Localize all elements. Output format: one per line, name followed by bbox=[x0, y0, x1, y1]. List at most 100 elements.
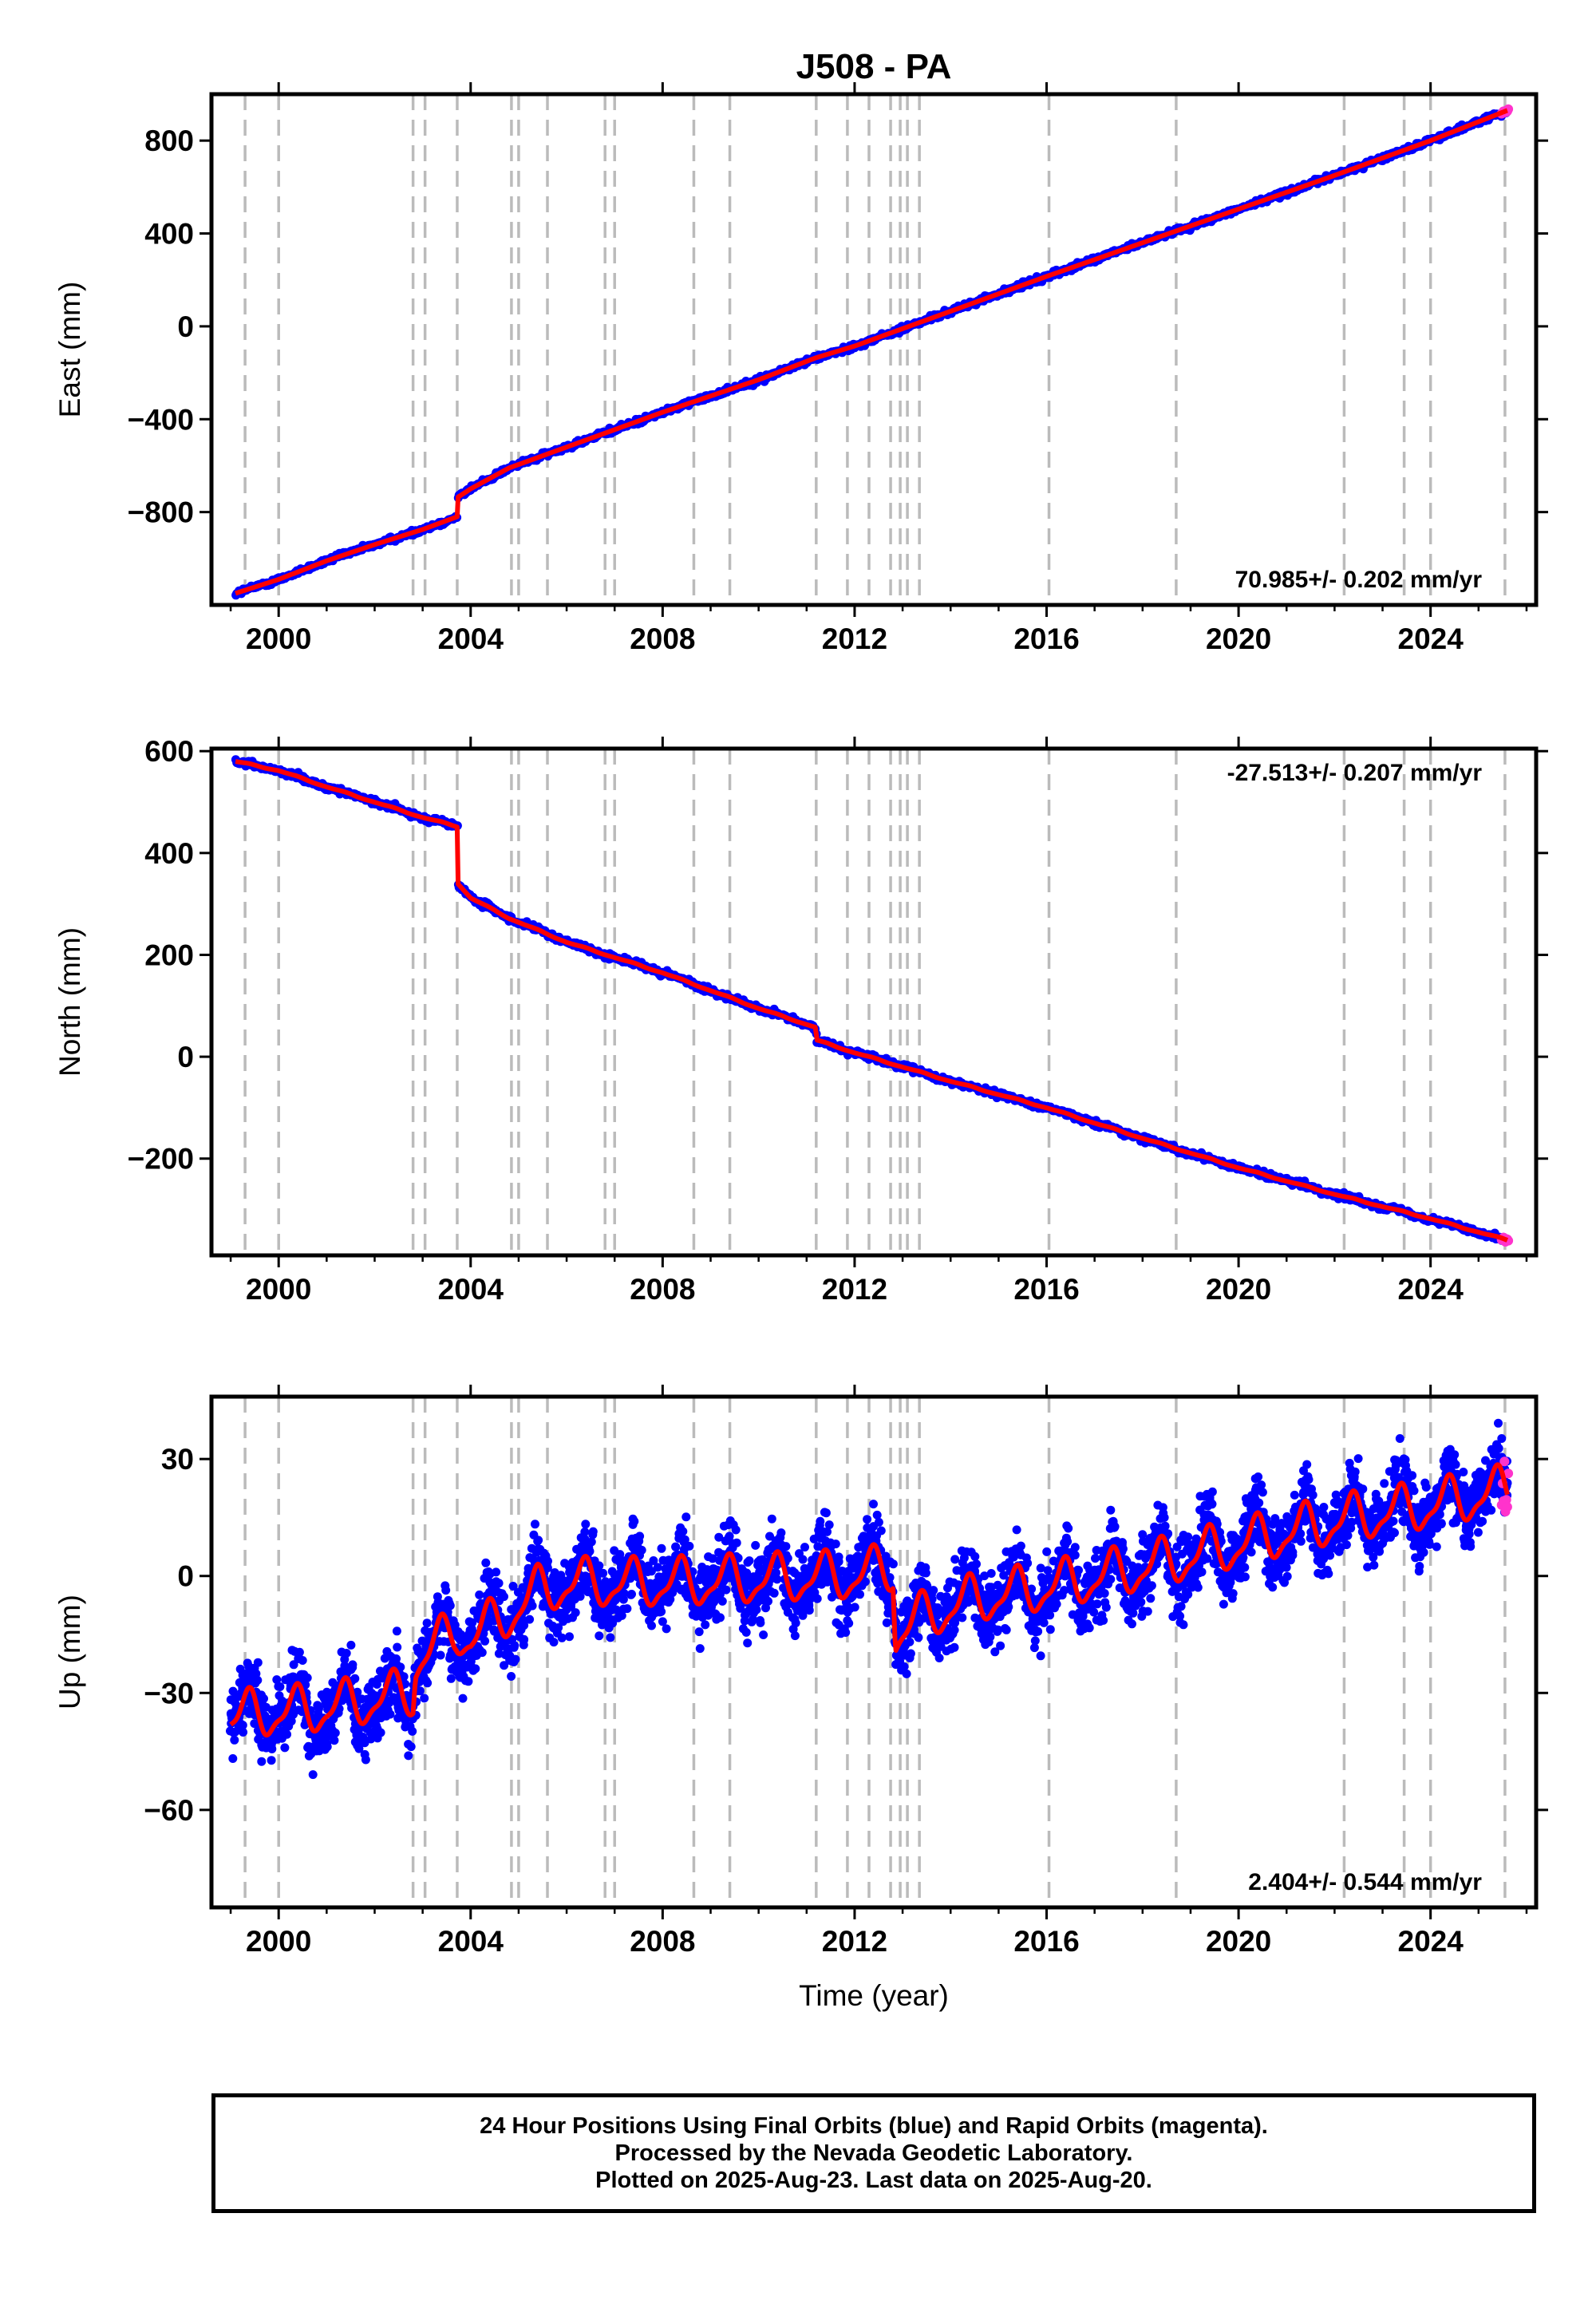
final-point-413-2 bbox=[622, 1604, 631, 1613]
final-point-650-2 bbox=[851, 1603, 859, 1611]
final-point-359-1 bbox=[571, 1608, 580, 1617]
x-tick-label-2: 2008 bbox=[630, 622, 695, 655]
final-point-516-2 bbox=[721, 1586, 730, 1595]
final-point-630-2 bbox=[832, 1539, 840, 1548]
final-point-564-2 bbox=[768, 1515, 776, 1524]
final-point-655-2 bbox=[855, 1590, 864, 1599]
final-point-555-1 bbox=[759, 1630, 768, 1639]
final-point-166-0 bbox=[386, 1710, 395, 1719]
final-point-59-2 bbox=[282, 1730, 291, 1739]
final-point-663-1 bbox=[863, 1515, 871, 1524]
final-point-141-1 bbox=[361, 1756, 370, 1765]
final-point-266-0 bbox=[481, 1559, 490, 1567]
x-tick-label-4: 2016 bbox=[1013, 622, 1079, 655]
y-tick-label-2: 200 bbox=[144, 939, 194, 971]
x-tick-label-1: 2004 bbox=[438, 622, 504, 655]
final-point-445-0 bbox=[654, 1563, 662, 1571]
final-point-633-2 bbox=[835, 1557, 843, 1566]
final-point-620-1 bbox=[822, 1508, 831, 1517]
final-point-173-2 bbox=[393, 1643, 401, 1652]
final-point-488-0 bbox=[695, 1627, 704, 1636]
final-point-129-2 bbox=[350, 1674, 359, 1683]
x-tick-label-3: 2012 bbox=[822, 1273, 887, 1306]
y-axis-label: East (mm) bbox=[53, 282, 86, 418]
final-point-353-2 bbox=[565, 1632, 574, 1641]
final-point-80-1 bbox=[303, 1674, 312, 1682]
final-point-321-2 bbox=[534, 1535, 543, 1544]
x-tick-label-6: 2024 bbox=[1398, 622, 1464, 655]
x-tick-label-1: 2004 bbox=[438, 1273, 504, 1306]
final-point-173-1 bbox=[393, 1626, 401, 1635]
final-point-464-2 bbox=[671, 1543, 680, 1551]
final-point-614-1 bbox=[816, 1517, 824, 1526]
y-tick-label-3: 400 bbox=[144, 218, 194, 251]
final-point-314-1 bbox=[528, 1602, 537, 1611]
final-point-32-2 bbox=[257, 1757, 266, 1766]
final-point-205-0 bbox=[423, 1618, 432, 1627]
y-tick-label-2: 0 bbox=[177, 310, 194, 343]
final-point-678-2 bbox=[877, 1527, 886, 1535]
x-tick-label-5: 2020 bbox=[1206, 622, 1271, 655]
final-orbit-points bbox=[231, 755, 1512, 1245]
final-point-242-1 bbox=[459, 1694, 468, 1703]
final-point-219-2 bbox=[437, 1651, 445, 1660]
figure-title: J508 - PA bbox=[796, 47, 952, 86]
y-tick-label-3: 400 bbox=[144, 837, 194, 870]
final-point-426-1 bbox=[635, 1532, 644, 1540]
rate-annotation: 70.985+/- 0.202 mm/yr bbox=[1235, 567, 1483, 593]
final-point-255-0 bbox=[471, 1664, 480, 1673]
final-point-589-1 bbox=[792, 1618, 800, 1627]
y-tick-label-1: −400 bbox=[128, 403, 194, 436]
final-point-13-1 bbox=[239, 1728, 247, 1737]
final-point-449-1 bbox=[657, 1607, 666, 1616]
final-point-125-1 bbox=[346, 1641, 355, 1650]
final-point-574-1 bbox=[776, 1528, 785, 1537]
x-tick-label-3: 2012 bbox=[822, 622, 887, 655]
final-point-471-2 bbox=[678, 1527, 687, 1535]
plot-frame bbox=[211, 749, 1536, 1255]
x-tick-label-0: 2000 bbox=[246, 622, 311, 655]
final-point-75-1 bbox=[298, 1656, 307, 1665]
y-tick-label-0: −200 bbox=[128, 1143, 194, 1176]
final-point-690-0 bbox=[889, 1559, 898, 1568]
final-point-384-2 bbox=[595, 1561, 603, 1570]
y-tick-label-4: 600 bbox=[144, 735, 194, 768]
final-point-101-2 bbox=[323, 1742, 332, 1751]
final-point-248-0 bbox=[464, 1677, 472, 1686]
y-axis-label: North (mm) bbox=[53, 927, 86, 1077]
final-point-345-2 bbox=[558, 1634, 567, 1642]
final-point-34-0 bbox=[259, 1694, 268, 1703]
final-point-156-0 bbox=[377, 1729, 385, 1737]
final-point-306-0 bbox=[519, 1635, 528, 1644]
final-point-229-2 bbox=[446, 1601, 455, 1610]
final-point-552-1 bbox=[756, 1616, 764, 1625]
final-point-108-2 bbox=[330, 1736, 338, 1745]
final-point-279-1 bbox=[495, 1579, 504, 1587]
final-point-611-2 bbox=[813, 1595, 822, 1603]
final-point-205-2 bbox=[423, 1678, 432, 1687]
final-point-596-1 bbox=[799, 1555, 808, 1564]
final-point-538-2 bbox=[743, 1638, 752, 1647]
final-point-297-2 bbox=[512, 1655, 520, 1664]
final-point-109-1 bbox=[331, 1729, 340, 1737]
final-point-684-2 bbox=[883, 1618, 891, 1627]
final-point-185-2 bbox=[404, 1751, 413, 1760]
final-point-512-1 bbox=[718, 1597, 727, 1606]
final-point-378-2 bbox=[589, 1528, 598, 1536]
x-tick-label-4: 2016 bbox=[1013, 1273, 1079, 1306]
final-point-127-2 bbox=[348, 1663, 357, 1672]
final-point-2-2 bbox=[228, 1754, 237, 1763]
final-point-478-0 bbox=[685, 1542, 693, 1551]
final-point-547-0 bbox=[751, 1541, 760, 1550]
final-point-202-1 bbox=[420, 1694, 429, 1702]
x-tick-label-5: 2020 bbox=[1206, 1273, 1271, 1306]
final-point-670-1 bbox=[869, 1500, 878, 1508]
final-point-560-1 bbox=[764, 1597, 772, 1606]
final-point-644-2 bbox=[844, 1619, 853, 1628]
y-tick-label-1: 0 bbox=[177, 1041, 194, 1073]
final-point-396-0 bbox=[606, 1633, 614, 1642]
